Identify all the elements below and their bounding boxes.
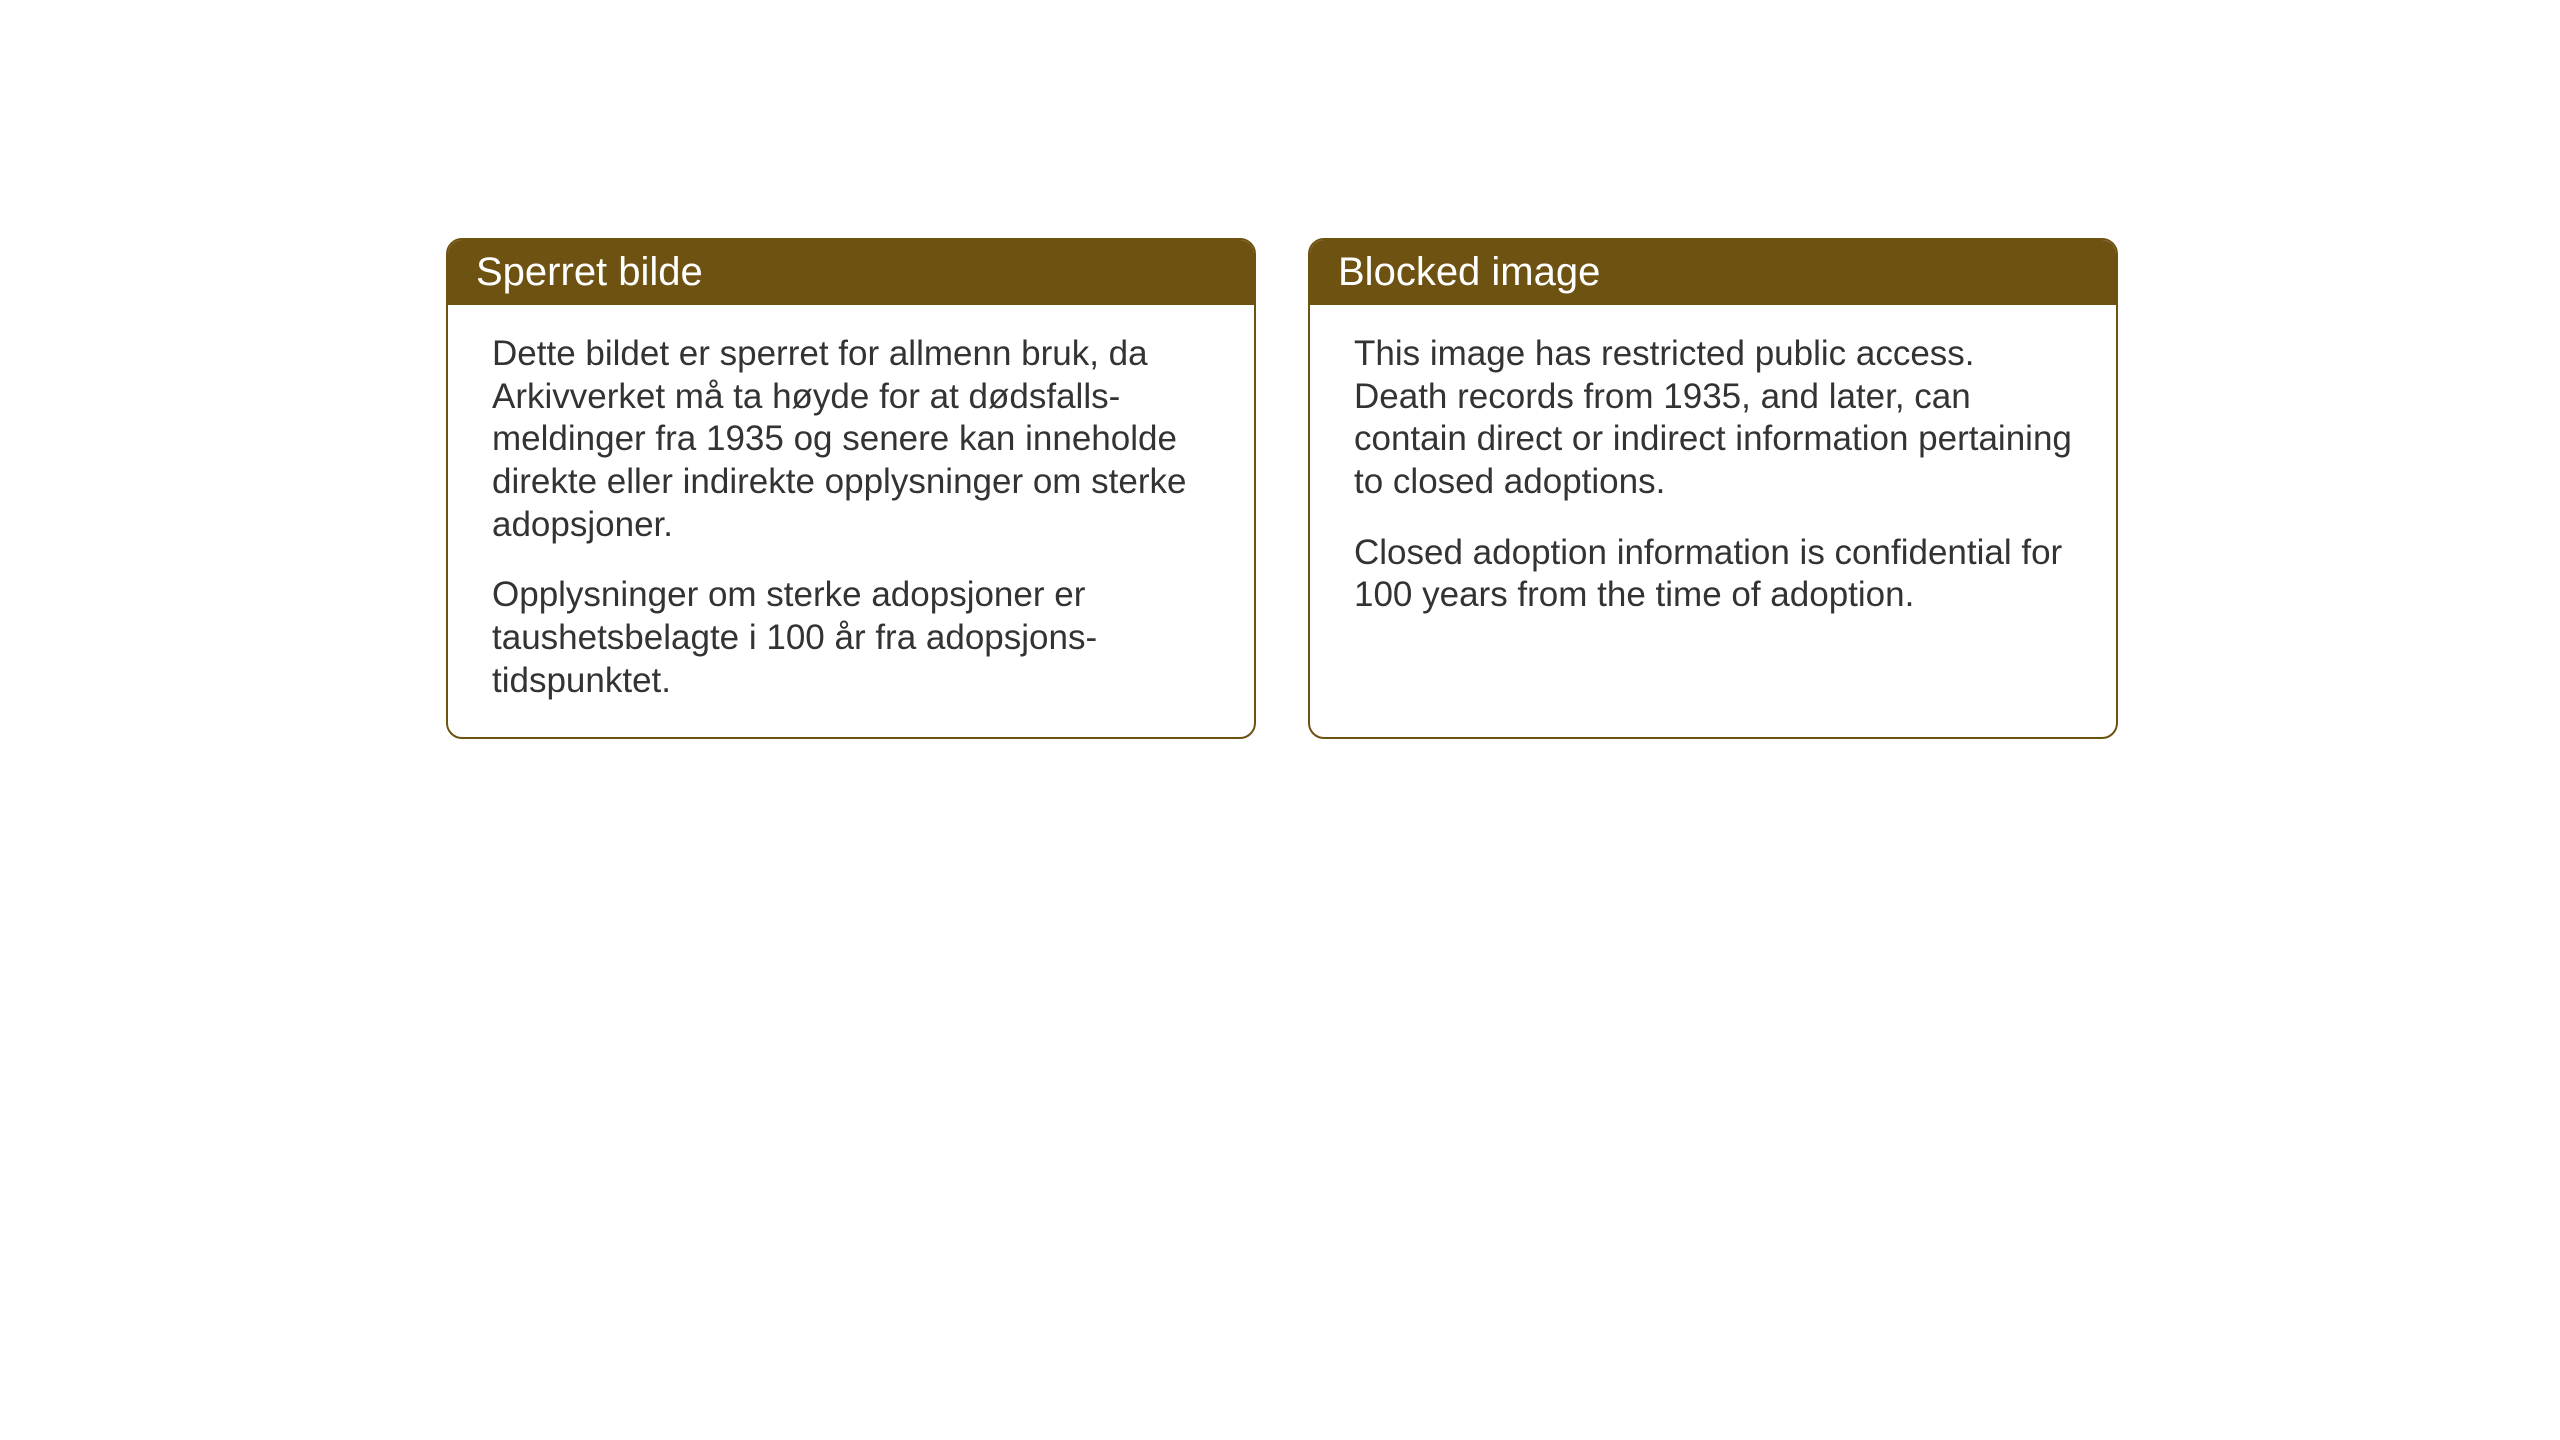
notice-container: Sperret bilde Dette bildet er sperret fo… [446, 238, 2118, 739]
card-title: Blocked image [1338, 250, 1600, 294]
card-paragraph: This image has restricted public access.… [1354, 333, 2072, 504]
card-paragraph: Opplysninger om sterke adopsjoner er tau… [492, 574, 1210, 702]
card-paragraph: Dette bildet er sperret for allmenn bruk… [492, 333, 1210, 546]
notice-card-english: Blocked image This image has restricted … [1308, 238, 2118, 739]
card-title: Sperret bilde [476, 250, 703, 294]
card-body: Dette bildet er sperret for allmenn bruk… [448, 305, 1254, 737]
card-header: Sperret bilde [448, 240, 1254, 305]
card-paragraph: Closed adoption information is confident… [1354, 532, 2072, 617]
notice-card-norwegian: Sperret bilde Dette bildet er sperret fo… [446, 238, 1256, 739]
card-header: Blocked image [1310, 240, 2116, 305]
card-body: This image has restricted public access.… [1310, 305, 2116, 651]
